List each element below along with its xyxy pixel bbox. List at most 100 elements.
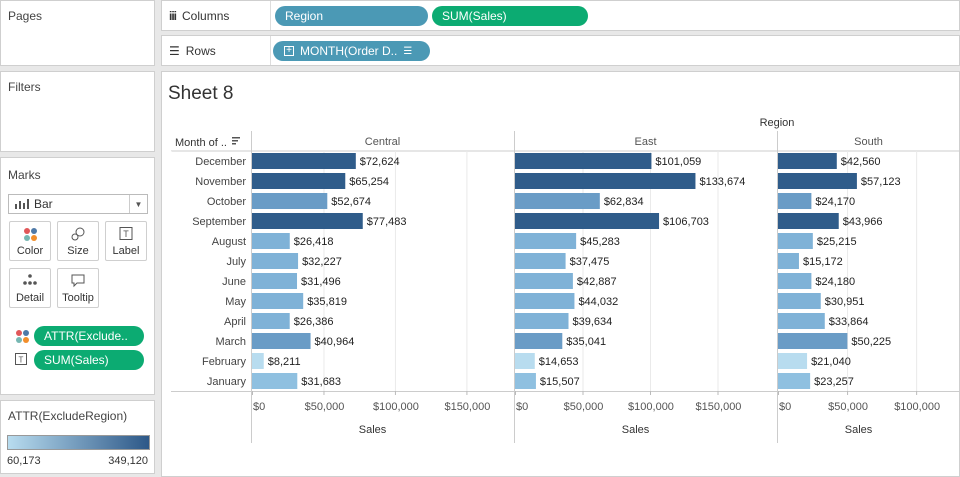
bar xyxy=(252,253,299,269)
month-label: December xyxy=(195,156,246,168)
bar-value-label: $52,674 xyxy=(331,196,371,208)
bar-value-label: $101,059 xyxy=(655,156,701,168)
shelf-divider xyxy=(270,1,271,30)
size-button[interactable]: Size xyxy=(57,221,99,261)
bar-value-label: $23,257 xyxy=(814,376,854,388)
bar-value-label: $30,951 xyxy=(825,296,865,308)
color-button[interactable]: Color xyxy=(9,221,51,261)
legend-title: ATTR(ExcludeRegion) xyxy=(8,409,128,423)
bar-value-label: $42,887 xyxy=(577,276,617,288)
tick-label: $50,000 xyxy=(828,401,868,413)
mark-type-dropdown[interactable]: Bar ▼ xyxy=(8,194,148,214)
bar-value-label: $133,674 xyxy=(699,176,745,188)
tooltip-label: Tooltip xyxy=(62,292,94,304)
bar-value-label: $26,418 xyxy=(294,236,334,248)
bar-value-label: $35,041 xyxy=(566,336,606,348)
bar-value-label: $37,475 xyxy=(570,256,610,268)
rows-shelf[interactable]: ☰ Rows + MONTH(Order D.. ☰ xyxy=(161,35,960,66)
panel-header-central: Central xyxy=(365,136,400,148)
pages-panel: Pages xyxy=(0,0,155,66)
bar xyxy=(515,213,660,229)
axis-title: Sales xyxy=(359,424,387,436)
filters-panel[interactable]: Filters xyxy=(0,71,155,152)
bar xyxy=(515,293,575,309)
tick-label: $50,000 xyxy=(305,401,345,413)
color-dots-icon xyxy=(16,330,29,343)
bar xyxy=(252,293,304,309)
rows-shelf-label: ☰ Rows xyxy=(169,44,216,58)
detail-button[interactable]: Detail xyxy=(9,268,51,308)
bar xyxy=(252,153,356,169)
legend-min: 60,173 xyxy=(7,455,41,467)
month-label: September xyxy=(192,216,246,228)
bar-value-label: $65,254 xyxy=(349,176,389,188)
chevron-down-icon: ▼ xyxy=(129,195,147,213)
month-label: January xyxy=(207,376,247,388)
label-field-pill[interactable]: SUM(Sales) xyxy=(34,350,144,370)
bar xyxy=(252,213,363,229)
svg-text:T: T xyxy=(19,356,24,365)
tooltip-bubble-icon xyxy=(71,274,85,288)
bar-value-label: $62,834 xyxy=(604,196,644,208)
bar xyxy=(778,153,837,169)
bar xyxy=(515,353,535,369)
bar xyxy=(515,333,563,349)
bar-value-label: $15,172 xyxy=(803,256,843,268)
bar-value-label: $44,032 xyxy=(578,296,618,308)
bar xyxy=(778,353,808,369)
color-field-pill[interactable]: ATTR(Exclude.. xyxy=(34,326,144,346)
month-pill-label: MONTH(Order D.. xyxy=(300,44,398,58)
bar-value-label: $45,283 xyxy=(580,236,620,248)
svg-text:T: T xyxy=(123,229,129,239)
bar-value-label: $31,496 xyxy=(301,276,341,288)
tick-label: $100,000 xyxy=(894,401,940,413)
bar-value-label: $32,227 xyxy=(302,256,342,268)
month-order-date-pill[interactable]: + MONTH(Order D.. ☰ xyxy=(273,41,430,61)
bar xyxy=(515,313,569,329)
sum-sales-pill[interactable]: SUM(Sales) xyxy=(432,6,588,26)
bar xyxy=(515,373,536,389)
tick-label: $0 xyxy=(779,401,791,413)
bar-value-label: $77,483 xyxy=(367,216,407,228)
sort-icon[interactable] xyxy=(232,137,240,145)
bar xyxy=(778,213,839,229)
columns-shelf[interactable]: iii Columns Region SUM(Sales) xyxy=(161,0,960,31)
legend-max: 349,120 xyxy=(108,455,148,467)
bar xyxy=(515,273,573,289)
bar xyxy=(252,333,311,349)
bar-value-label: $31,683 xyxy=(301,376,341,388)
tick-label: $150,000 xyxy=(696,401,742,413)
panel-header-south: South xyxy=(854,136,883,148)
bar xyxy=(252,233,290,249)
columns-shelf-label: iii Columns xyxy=(169,9,230,23)
label-button[interactable]: T Label xyxy=(105,221,147,261)
bar xyxy=(515,193,600,209)
bar xyxy=(515,173,696,189)
month-label: February xyxy=(202,356,247,368)
bar-value-label: $8,211 xyxy=(268,356,301,368)
bar-value-label: $24,170 xyxy=(815,196,855,208)
tick-label: $100,000 xyxy=(628,401,674,413)
size-icon xyxy=(71,227,85,241)
tick-label: $0 xyxy=(253,401,265,413)
region-header: Region xyxy=(760,117,795,129)
bar xyxy=(252,173,346,189)
bar xyxy=(778,193,812,209)
month-label: June xyxy=(222,276,246,288)
tick-label: $100,000 xyxy=(373,401,419,413)
bar-value-label: $50,225 xyxy=(851,336,891,348)
bar xyxy=(778,173,857,189)
bar xyxy=(252,273,298,289)
region-pill[interactable]: Region xyxy=(275,6,428,26)
bar-value-label: $42,560 xyxy=(841,156,881,168)
bar xyxy=(778,373,811,389)
marks-panel: Marks Bar ▼ Color Size T Label Detail To… xyxy=(0,157,155,395)
detail-label: Detail xyxy=(15,292,45,304)
month-label: August xyxy=(212,236,246,248)
tooltip-button[interactable]: Tooltip xyxy=(57,268,99,308)
bar xyxy=(252,353,264,369)
bar xyxy=(778,293,821,309)
sort-icon: ☰ xyxy=(403,45,413,57)
bar xyxy=(778,273,812,289)
expand-plus-icon: + xyxy=(284,46,294,56)
